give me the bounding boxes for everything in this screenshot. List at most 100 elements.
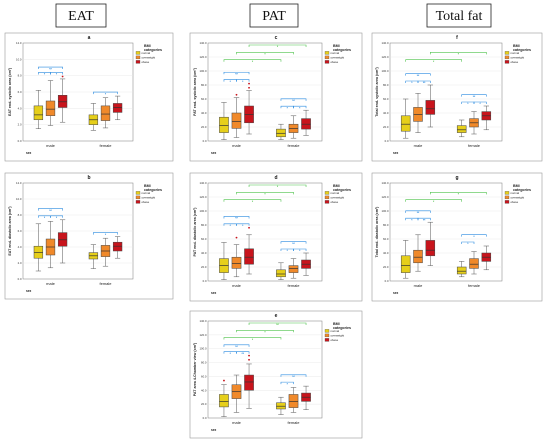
significance-bracket: *: [223, 59, 282, 64]
significance-bracket: *: [236, 223, 250, 228]
bracket-line: [293, 105, 307, 109]
bracket-line: [405, 73, 431, 76]
bracket-line: [280, 98, 307, 101]
significance-label: *: [480, 102, 482, 106]
legend-title-1: categories: [513, 188, 531, 192]
panel-letter-e: e: [275, 313, 278, 319]
bracket-line: [461, 234, 487, 237]
y-tick-label: 100.0: [200, 209, 207, 213]
bracket-line: [293, 248, 307, 251]
significance-label: *: [287, 382, 289, 386]
bracket-line: [405, 199, 462, 202]
significance-label: *: [473, 235, 475, 239]
y-tick-label: 60.0: [383, 97, 389, 101]
y-tick-label: 40.0: [201, 111, 207, 115]
y-tick-label: 120.0: [200, 195, 207, 199]
legend-title-1: categories: [333, 188, 351, 192]
significance-label: *: [411, 218, 413, 222]
x-axis-label-f: sex: [393, 151, 399, 155]
legend-swatch-overweight: [504, 195, 510, 200]
y-tick-label: 20.0: [383, 265, 389, 269]
legend-label-overweight: overweight: [142, 56, 156, 60]
x-axis-label-g: sex: [393, 291, 399, 295]
significance-label: *: [56, 216, 58, 220]
box-body: [112, 103, 123, 113]
significance-bracket: *: [223, 199, 282, 204]
bracket-line: [248, 322, 307, 325]
header-total-box: [426, 3, 492, 28]
y-tick-label: 120.0: [382, 195, 389, 199]
y-tick-label: 20.0: [383, 125, 389, 129]
legend-swatch-normal: [324, 191, 330, 195]
y-tick-label: 0.0: [385, 279, 389, 283]
bracket-line: [93, 91, 118, 95]
box-body: [425, 100, 436, 115]
legend-swatch-obese: [135, 200, 141, 204]
significance-bracket: *: [93, 91, 118, 96]
y-tick-label: 100.0: [200, 69, 207, 73]
y-tick-label: 0.0: [385, 139, 389, 143]
significance-bracket: **: [417, 217, 431, 222]
significance-label: *: [299, 106, 301, 110]
x-axis-label-c: sex: [211, 151, 217, 155]
legend-label-obese: obese: [511, 60, 519, 64]
significance-label: **: [242, 352, 245, 356]
box-body: [456, 125, 467, 133]
significance-bracket: *: [293, 248, 307, 253]
significance-label: *: [467, 102, 469, 106]
significance-bracket: *: [93, 232, 118, 237]
box-male-normal: [400, 98, 411, 139]
bracket-line: [417, 217, 431, 221]
significance-label: **: [49, 209, 52, 213]
y-tick-label: 100.0: [382, 209, 389, 213]
plot-area-d: [207, 182, 323, 282]
legend-swatch-obese: [135, 60, 141, 64]
box-male-obese: [57, 75, 68, 123]
panel-letter-g: g: [455, 175, 458, 181]
box-female-overweight: [469, 251, 479, 275]
box-female-obese: [112, 236, 123, 259]
group-label-female: female: [287, 143, 300, 148]
y-tick-label: 20.0: [201, 125, 207, 129]
x-axis-label-d: sex: [211, 291, 217, 295]
significance-bracket: **: [280, 98, 307, 103]
legend-swatch-normal: [135, 51, 141, 55]
significance-bracket: *: [473, 101, 487, 106]
legend-title-0: BMI: [144, 184, 151, 188]
panel-e: e 0.0 20.0 40.0 60.0 80.0 100.0 120.0 140.0 PAT a…: [189, 310, 363, 439]
plot-area-c: [207, 42, 323, 142]
y-tick-label: 80.0: [201, 361, 207, 365]
box-male-overweight: [231, 236, 242, 278]
x-axis-label-b: sex: [26, 289, 32, 293]
y-tick-label: 4.0: [18, 245, 22, 249]
panel-letter-f: f: [456, 35, 458, 41]
bracket-line: [248, 44, 307, 47]
box-body: [100, 105, 111, 121]
significance-bracket: *: [50, 215, 63, 220]
significance-bracket: **: [405, 210, 431, 215]
significance-label: **: [292, 242, 295, 246]
y-tick-label: 40.0: [383, 251, 389, 255]
legend-label-normal: normal: [511, 191, 520, 195]
significance-bracket: *: [461, 234, 487, 239]
significance-label: *: [287, 249, 289, 253]
significance-label: *: [277, 45, 279, 49]
plot-area-e: [207, 320, 323, 419]
significance-bracket: *: [236, 52, 294, 57]
box-male-normal: [400, 240, 411, 279]
legend-title-1: categories: [144, 48, 162, 52]
group-label-male: male: [46, 143, 55, 148]
panel-frame-f: [371, 32, 543, 162]
significance-bracket: *: [405, 59, 462, 64]
box-body: [400, 115, 411, 132]
box-female-overweight: [100, 97, 111, 129]
header-eat-label: EAT: [68, 9, 94, 24]
box-body: [244, 248, 254, 265]
legend-swatch-overweight: [324, 333, 330, 338]
significance-label: *: [264, 193, 266, 197]
legend-swatch-obese: [504, 200, 510, 204]
bracket-line: [93, 232, 118, 235]
significance-bracket: *: [223, 337, 282, 342]
